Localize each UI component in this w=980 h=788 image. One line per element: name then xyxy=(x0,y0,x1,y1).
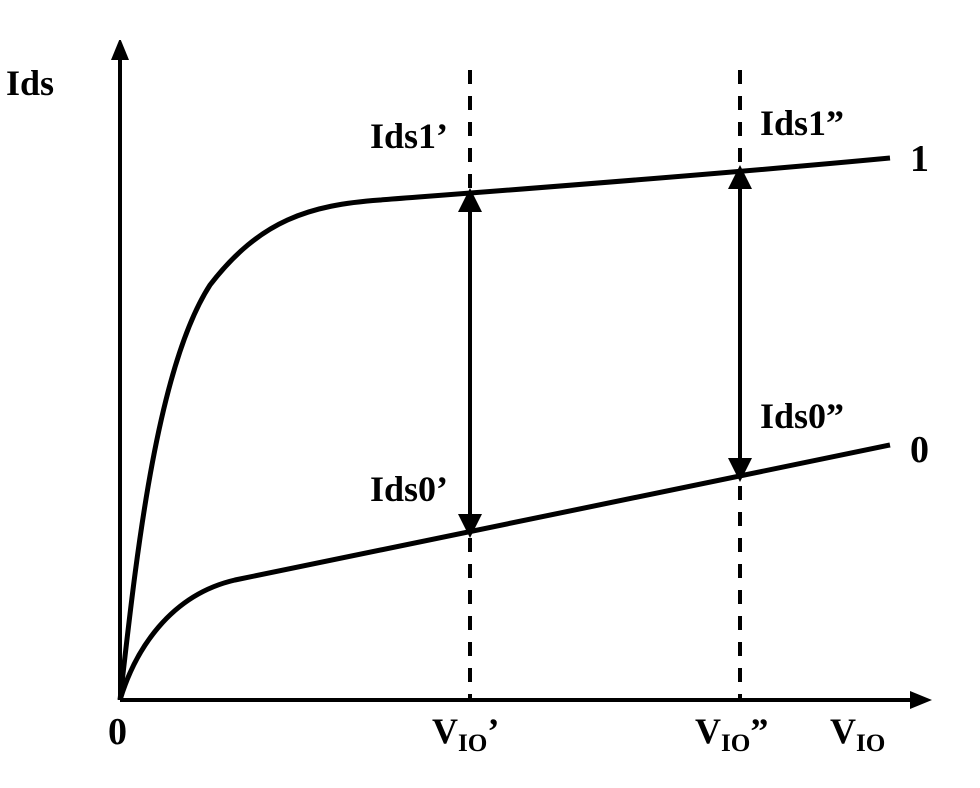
gap-arrow-1 xyxy=(458,188,482,538)
curve1-end-label: 1 xyxy=(910,137,929,181)
ids0-prime-label: Ids0’ xyxy=(370,468,448,510)
x-axis-arrow xyxy=(910,691,932,709)
ids0-doubleprime-label: Ids0” xyxy=(760,395,844,437)
y-axis-arrow xyxy=(111,40,129,60)
x-axis-label: VIO xyxy=(830,710,885,758)
ids1-doubleprime-label: Ids1” xyxy=(760,102,844,144)
ids1-prime-label: Ids1’ xyxy=(370,115,448,157)
gap-arrow-2 xyxy=(728,165,752,482)
curve0-end-label: 0 xyxy=(910,428,929,472)
curve-0 xyxy=(120,445,890,700)
y-axis-label: Ids xyxy=(6,62,54,104)
origin-label: 0 xyxy=(108,710,127,754)
vio-prime-label: VIO’ xyxy=(432,710,499,758)
vio-doubleprime-label: VIO” xyxy=(695,710,768,758)
